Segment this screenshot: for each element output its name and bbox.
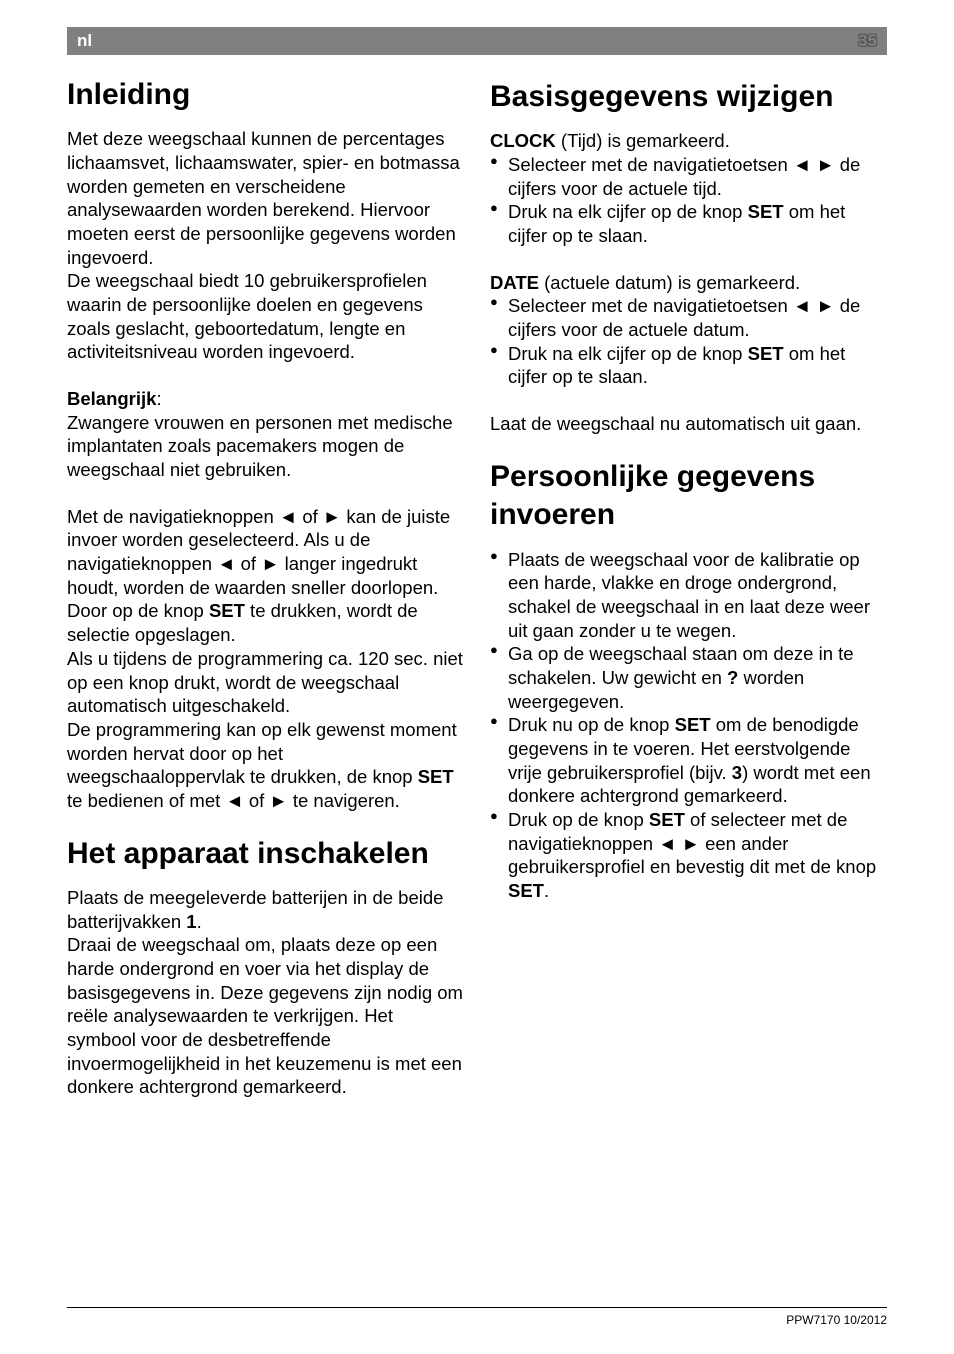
heading-inleiding: Inleiding [67,76,464,114]
heading-basisgegevens: Basisgegevens wijzigen [490,78,887,116]
list-item: Druk na elk cijfer op de knop SET om het… [490,200,887,247]
label-set: SET [748,343,784,364]
list-item: Ga op de weegschaal staan om deze in te … [490,642,887,713]
text: Druk op de knop [508,809,649,830]
para: Met de navigatieknoppen ◄ of ► kan de ju… [67,505,464,600]
list: Plaats de weegschaal voor de kalibratie … [490,548,887,903]
text: Druk nu op de knop [508,714,675,735]
list-item: Druk na elk cijfer op de knop SET om het… [490,342,887,389]
list-item: Selecteer met de navigatietoetsen ◄ ► de… [490,294,887,341]
text: Plaats de meegeleverde batterijen in de … [67,887,443,932]
label-date: DATE [490,272,539,293]
para: De programmering kan op elk gewenst mome… [67,718,464,813]
text: (Tijd) is gemarkeerd. [556,130,730,151]
para: Met deze weegschaal kunnen de percentage… [67,127,464,269]
text: De programmering kan op elk gewenst mome… [67,719,457,787]
para-belangrijk: Belangrijk: [67,387,464,411]
para: DATE (actuele datum) is gemarkeerd. [490,271,887,295]
text: . [197,911,202,932]
label-set: SET [675,714,711,735]
list: Selecteer met de navigatietoetsen ◄ ► de… [490,294,887,389]
para: Draai de weegschaal om, plaats deze op e… [67,933,464,1099]
heading-persoonlijke: Persoonlijke gegevens invoeren [490,458,887,535]
content: Inleiding Met deze weegschaal kunnen de … [67,72,887,1099]
text: Door op de knop [67,600,209,621]
list-item: Selecteer met de navigatietoetsen ◄ ► de… [490,153,887,200]
para: Plaats de meegeleverde batterijen in de … [67,886,464,933]
footer-text: PPW7170 10/2012 [786,1313,887,1327]
list-item: Plaats de weegschaal voor de kalibratie … [490,548,887,643]
text: Druk na elk cijfer op de knop [508,201,748,222]
para: Als u tijdens de programmering ca. 120 s… [67,647,464,718]
header-bar: nl 35 [67,27,887,55]
heading-apparaat: Het apparaat inschakelen [67,835,464,873]
label-belangrijk: Belangrijk [67,388,156,409]
label-set: SET [649,809,685,830]
label-set: SET [209,600,245,621]
column-right: Basisgegevens wijzigen CLOCK (Tijd) is g… [490,72,887,1099]
text: . [544,880,549,901]
label-clock: CLOCK [490,130,556,151]
para: De weegschaal biedt 10 gebruikersprofiel… [67,269,464,364]
label-set: SET [418,766,454,787]
para: Laat de weegschaal nu automatisch uit ga… [490,412,887,436]
text: te bedienen of met ◄ of ► te navigeren. [67,790,400,811]
para: CLOCK (Tijd) is gemarkeerd. [490,129,887,153]
label-1: 1 [186,911,196,932]
label-question: ? [727,667,738,688]
list-item: Druk op de knop SET of selecteer met de … [490,808,887,903]
footer: PPW7170 10/2012 [67,1307,887,1327]
text: Druk na elk cijfer op de knop [508,343,748,364]
label-3: 3 [732,762,742,783]
text: : [156,388,161,409]
label-set: SET [508,880,544,901]
list-item: Druk nu op de knop SET om de benodigde g… [490,713,887,808]
para: Zwangere vrouwen en personen met medisch… [67,411,464,482]
header-page: 35 [858,31,877,51]
text: (actuele datum) is gemarkeerd. [539,272,800,293]
column-left: Inleiding Met deze weegschaal kunnen de … [67,72,464,1099]
list: Selecteer met de navigatietoetsen ◄ ► de… [490,153,887,248]
header-lang: nl [77,31,92,51]
para: Door op de knop SET te drukken, wordt de… [67,599,464,646]
label-set: SET [748,201,784,222]
